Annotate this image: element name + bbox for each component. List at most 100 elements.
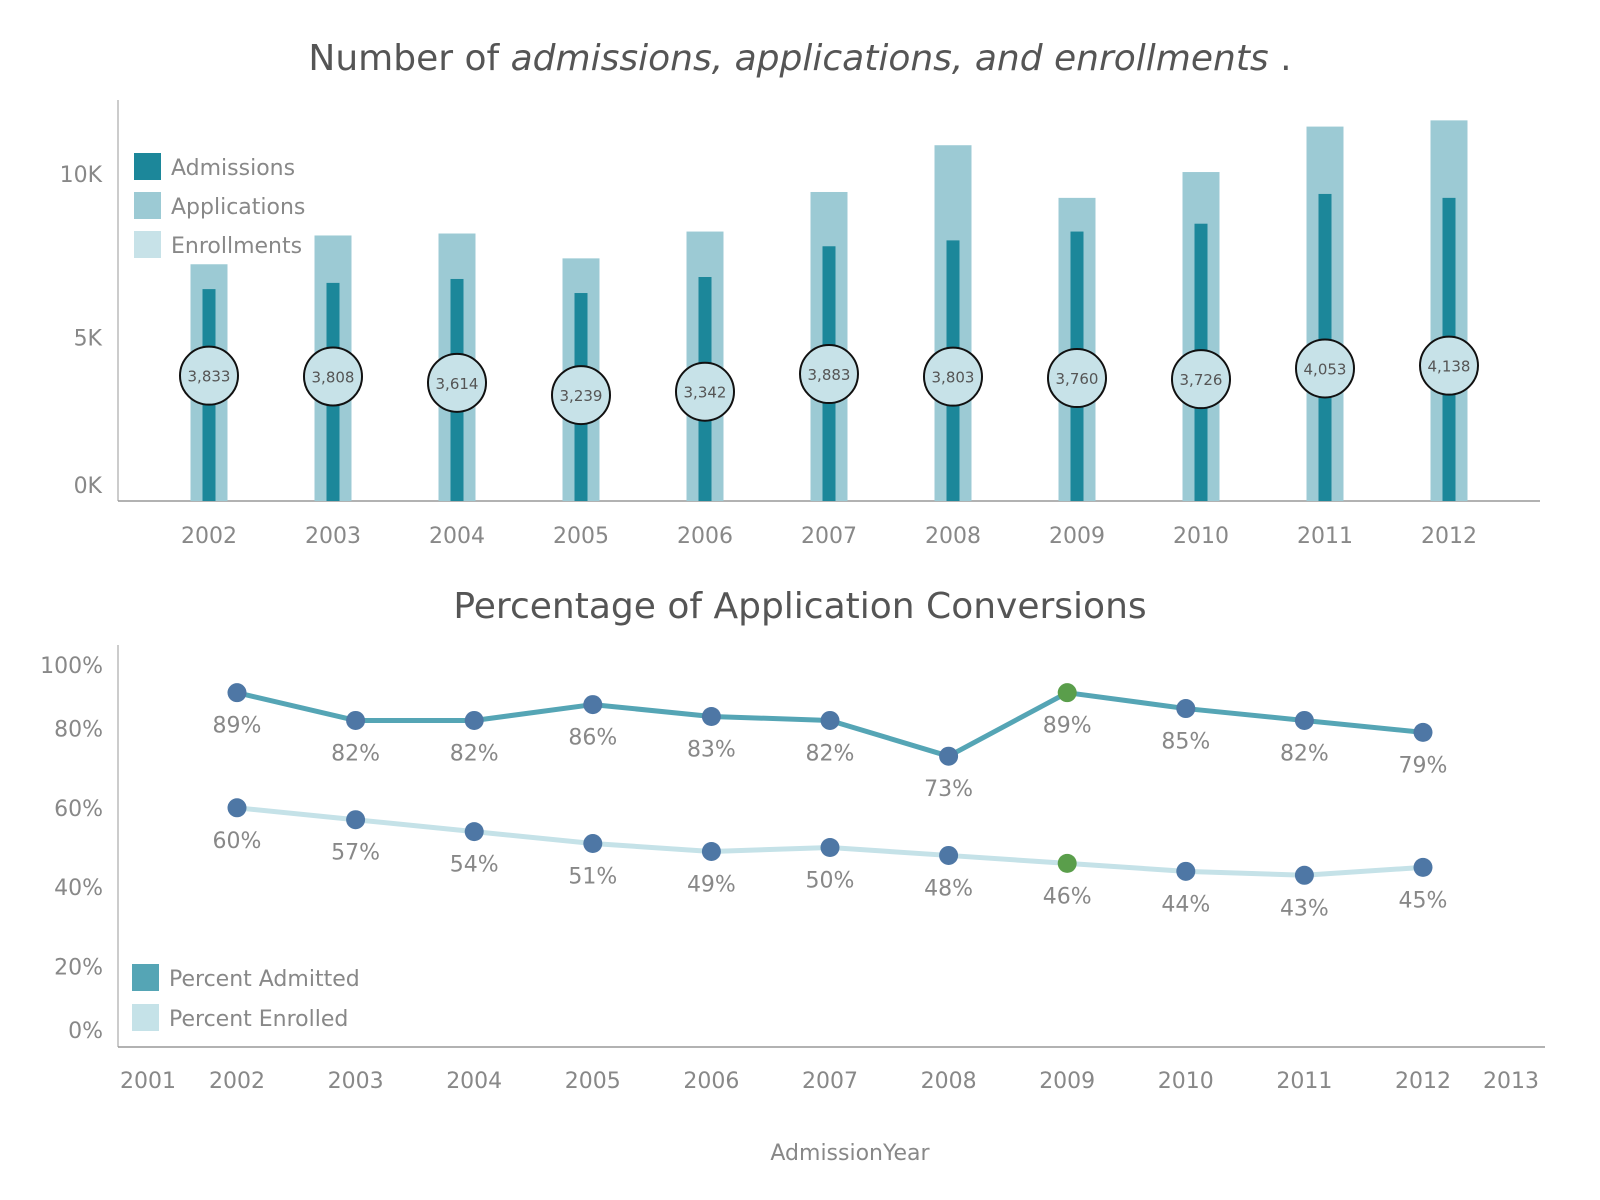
x-tick-label: 2009 [1039,1069,1095,1094]
data-label: 50% [806,869,855,894]
x-tick-label: 2007 [801,524,857,549]
enrollments-data-label: 3,239 [560,387,603,405]
data-point [820,710,840,730]
x-tick-label: 2004 [446,1069,502,1094]
x-tick-label: 2007 [802,1069,858,1094]
enrollments-data-label: 3,883 [808,366,851,384]
x-tick-label: 2010 [1158,1069,1214,1094]
enrollments-data-label: 3,760 [1056,370,1099,388]
data-point [820,838,840,857]
enrollments-data-label: 3,614 [436,375,479,393]
enrollments-marker [799,344,859,405]
data-label: 46% [1043,884,1092,909]
x-tick-label: 2009 [1049,524,1105,549]
data-label: 48% [924,876,973,901]
x-tick-label: 2008 [925,524,981,549]
data-label: 79% [1399,753,1448,778]
x-tick-label: 2008 [921,1069,977,1094]
y-tick-label: 60% [54,797,103,822]
y-tick-label: 10K [60,163,103,188]
x-tick-label: 2002 [181,524,237,549]
data-label: 82% [806,741,855,766]
data-point [1294,710,1314,730]
data-label: 43% [1280,896,1329,921]
enrollments-data-label: 3,803 [932,369,975,387]
x-tick-label: 2011 [1276,1069,1332,1094]
data-point [227,798,247,818]
data-point [939,746,959,766]
data-point [464,710,484,730]
x-tick-label: 2002 [209,1069,265,1094]
top-bar-chart: 0K 5K 10K 3,833 2002 3,808 2003 3,614 2004 3,239 2… [60,100,1540,549]
enrollments-marker [1047,348,1107,409]
data-point [1176,699,1196,719]
enrollments-marker [427,352,487,413]
data-label: 89% [1043,714,1092,739]
y-tick-label: 0% [68,1019,103,1044]
enrollments-marker [551,365,611,426]
data-point [346,710,366,730]
data-label: 82% [1280,741,1329,766]
enrollments-marker [923,346,983,407]
x-tick-label: 2005 [553,524,609,549]
legend-label: Percent Admitted [169,967,360,992]
data-label: 51% [568,865,617,890]
data-point [939,845,959,865]
y-tick-label: 100% [40,654,103,679]
data-label: 89% [213,714,262,739]
x-tick-label: 2006 [683,1069,739,1094]
data-label: 49% [687,872,736,897]
enrollments-marker [1419,335,1479,396]
data-point [1176,861,1196,881]
x-tick-label: 2003 [328,1069,384,1094]
y-tick-label: 5K [74,327,103,352]
enrollments-marker [303,346,363,407]
data-point [464,822,484,842]
legend-label: Admissions [171,156,295,181]
data-point [701,706,721,726]
data-label: 44% [1161,892,1210,917]
bottom-line-chart: 0% 20% 40% 60% 80% 100% 2001 2002 2003 2004 2005 20… [40,645,1545,1094]
legend-swatch [132,1004,159,1031]
data-point [583,834,603,854]
x-tick-label: 2003 [305,524,361,549]
data-label: 57% [331,841,380,866]
data-label: 73% [924,777,973,802]
data-point [1413,722,1433,742]
x-axis-title: AdmissionYear [770,1141,930,1166]
x-tick-label: 2011 [1297,524,1353,549]
x-tick-label: 2006 [677,524,733,549]
data-label: 54% [450,853,499,878]
legend-label: Applications [171,195,305,220]
data-label: 60% [213,829,262,854]
enrollments-marker [675,361,735,422]
x-tick-label: 2010 [1173,524,1229,549]
data-label: 86% [568,726,617,751]
enrollments-marker [1295,338,1355,399]
enrollments-marker [179,345,239,406]
y-tick-label: 0K [74,474,103,499]
legend-label: Enrollments [171,234,302,259]
x-tick-label: 2004 [429,524,485,549]
y-tick-label: 40% [54,876,103,901]
data-label: 45% [1399,888,1448,913]
data-point [1057,683,1077,703]
y-tick-label: 80% [54,717,103,742]
enrollments-data-label: 3,808 [312,368,355,386]
data-point [1057,853,1077,873]
top-chart-title: Number of admissions, applications, and … [308,38,1291,79]
data-point [583,695,603,715]
x-tick-label: 2001 [120,1069,176,1094]
enrollments-marker [1171,349,1231,410]
data-point [1294,865,1314,885]
legend-swatch [132,964,159,991]
legend-swatch [134,192,161,219]
enrollments-data-label: 4,053 [1304,360,1347,378]
x-tick-label: 2012 [1395,1069,1451,1094]
x-tick-label: 2012 [1421,524,1477,549]
data-label: 83% [687,737,736,762]
legend-swatch [134,231,161,258]
x-tick-label: 2005 [565,1069,621,1094]
legend-label: Percent Enrolled [169,1007,348,1032]
